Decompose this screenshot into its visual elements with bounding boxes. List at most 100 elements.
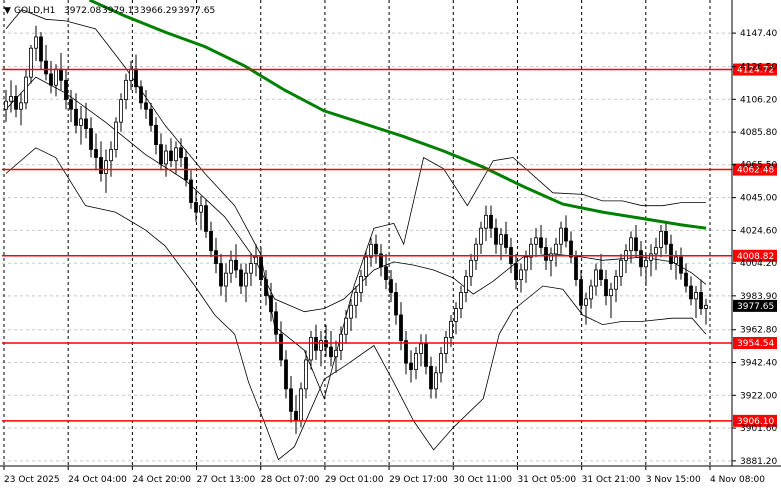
candle (324, 324, 328, 357)
candle-body (554, 243, 558, 255)
bands-mid-line (5, 76, 707, 313)
candle (409, 350, 413, 383)
candle-body (89, 128, 93, 150)
y-tick-label: 4085.80 (740, 128, 777, 138)
candle-body (549, 253, 553, 261)
candle-body (119, 99, 123, 123)
level-label-box (733, 337, 777, 350)
candle-body (604, 279, 608, 297)
header-high: 3979.13 (102, 6, 139, 16)
horizontal-levels[interactable]: 4124.72 4062.48 4008.82 3954.54 3906.10 (2, 63, 777, 427)
candle (449, 314, 453, 348)
level-3954.54[interactable]: 3954.54 (2, 337, 777, 350)
level-label: 4008.82 (737, 252, 774, 262)
y-tick-label: 3901.60 (740, 424, 777, 434)
candle (189, 170, 193, 209)
candle-body (699, 292, 703, 309)
candle (479, 221, 483, 254)
candle (254, 244, 258, 277)
candle-body (129, 68, 133, 81)
candle-body (669, 243, 673, 264)
candle-body (529, 243, 533, 258)
candle (599, 253, 603, 287)
price-axis: 4147.40 4126.50 4106.20 4085.80 4065.50 4045.… (732, 29, 777, 467)
candle-body (679, 256, 683, 274)
x-tick-label: 30 Oct 11:00 (453, 475, 512, 485)
candle-body (394, 292, 398, 316)
candle (309, 331, 313, 370)
candle-body (609, 288, 613, 297)
candle-body (239, 269, 243, 287)
level-4008.82[interactable]: 4008.82 (2, 249, 777, 262)
candle-body (519, 269, 523, 280)
candle (559, 221, 563, 254)
candle (49, 61, 53, 94)
candle (394, 282, 398, 325)
bands-lower-line (5, 147, 707, 461)
level-4124.72[interactable]: 4124.72 (2, 63, 777, 76)
y-tick-label: 4004.20 (740, 259, 777, 269)
level-label: 3906.10 (737, 417, 774, 427)
candle (549, 247, 553, 277)
candle (679, 247, 683, 280)
candle (279, 321, 283, 367)
candle (44, 44, 48, 81)
candle-body (404, 340, 408, 364)
candle-body (229, 259, 233, 274)
level-3906.10[interactable]: 3906.10 (2, 414, 777, 427)
x-tick-label: 31 Oct 21:00 (582, 475, 641, 485)
candle (89, 117, 93, 158)
candle (264, 269, 268, 306)
header-arrow-icon[interactable]: ▼ (4, 6, 11, 16)
candle (219, 253, 223, 296)
candle (334, 340, 338, 373)
candle (69, 89, 73, 123)
candle-body (659, 230, 663, 248)
candle-body (289, 388, 293, 412)
candle (459, 286, 463, 319)
candle (564, 215, 568, 248)
candle-body (379, 253, 383, 268)
candle-body (59, 68, 63, 81)
current-price-label: 3977.65 (737, 302, 774, 312)
candle-body (319, 340, 323, 351)
candle (634, 224, 638, 258)
candle-body (384, 266, 388, 281)
candle (669, 234, 673, 270)
candle-body (364, 256, 368, 277)
candle (184, 149, 188, 187)
candle (194, 189, 198, 222)
candle (344, 310, 348, 344)
candle-body (94, 149, 98, 158)
candle (354, 286, 358, 319)
candle (204, 199, 208, 238)
candle (609, 282, 613, 319)
candle-body (154, 124, 158, 146)
candle (369, 237, 373, 267)
candle (234, 244, 238, 278)
candle (159, 133, 163, 171)
candle-body (574, 256, 578, 281)
candle (154, 117, 158, 155)
candle (64, 69, 68, 110)
candle-body (214, 250, 218, 264)
candle-body (294, 410, 298, 422)
level-4062.48[interactable]: 4062.48 (2, 163, 777, 176)
candles (4, 25, 708, 434)
current-price-marker: 3977.65 (733, 299, 777, 312)
candle-body (164, 150, 168, 165)
candle-body (34, 36, 38, 49)
candle (364, 250, 368, 287)
candle (649, 244, 653, 277)
x-tick-label: 29 Oct 17:00 (389, 475, 448, 485)
candle (694, 286, 698, 319)
candle (704, 298, 708, 325)
candle-body (369, 243, 373, 258)
candle (224, 263, 228, 303)
candle-body (484, 214, 488, 229)
candle (529, 237, 533, 270)
candle (244, 263, 248, 303)
candle (659, 224, 663, 258)
